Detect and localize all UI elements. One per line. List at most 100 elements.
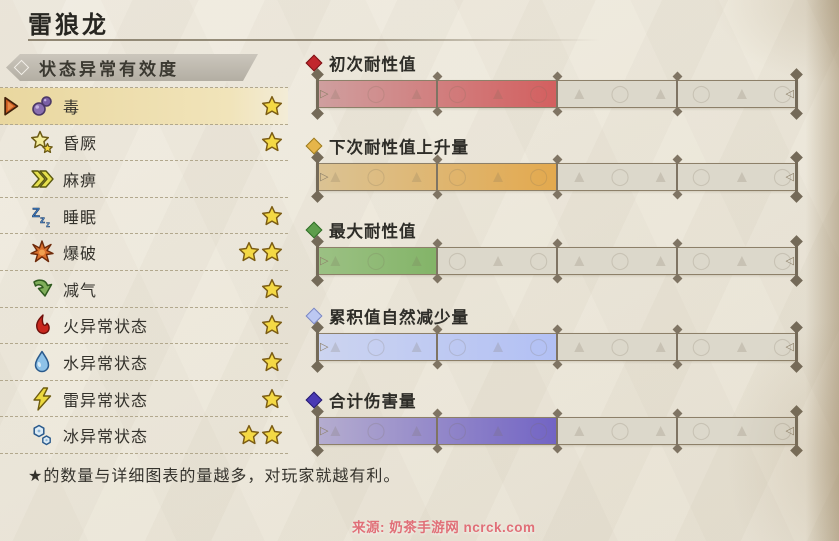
star-rating (261, 278, 283, 300)
selection-cursor-icon (3, 96, 20, 116)
gauge-segment-post (316, 241, 319, 281)
star-icon (261, 242, 283, 262)
status-row[interactable]: 麻痹 (0, 161, 288, 198)
diamond-bullet-icon (305, 307, 323, 325)
left-arrow-marker-icon: ▷ (320, 425, 329, 438)
status-row[interactable]: 减气 (0, 271, 288, 308)
gauge-segment-post (795, 74, 798, 114)
gauge-segment-post (316, 411, 319, 451)
footnote: ★的数量与详细图表的量越多，对玩家就越有利。 (28, 468, 401, 485)
gauge-background-pattern-icon: ▲ ◯ ▲ ◯ ▲ ◯ ▲ ◯ ▲ ◯ ▲ ◯ ▲ ◯ ▲ ◯ ▲ ◯ ▲ ◯ … (327, 167, 797, 186)
gauge-segment-post (436, 243, 438, 279)
status-row[interactable]: 冰异常状态 (0, 417, 288, 454)
svg-text:z: z (40, 215, 45, 226)
star-rating (261, 205, 283, 227)
gauge-segment-post (316, 327, 319, 367)
status-row[interactable]: 雷异常状态 (0, 381, 288, 418)
gauge-fill (317, 248, 437, 274)
star-icon (261, 95, 283, 115)
star-rating (261, 131, 283, 153)
gauge-bar: ▲ ◯ ▲ ◯ ▲ ◯ ▲ ◯ ▲ ◯ ▲ ◯ ▲ ◯ ▲ ◯ ▲ ◯ ▲ ◯ … (316, 327, 798, 367)
star-icon (261, 132, 283, 152)
gauge-background-pattern-icon: ▲ ◯ ▲ ◯ ▲ ◯ ▲ ◯ ▲ ◯ ▲ ◯ ▲ ◯ ▲ ◯ ▲ ◯ ▲ ◯ … (327, 251, 797, 270)
right-arrow-marker-icon: ◁ (785, 255, 794, 268)
status-label: 冰异常状态 (63, 429, 149, 447)
star-rating (238, 241, 283, 263)
status-label: 爆破 (63, 246, 98, 264)
gauge-group: 合计伤害量 ▲ ◯ ▲ ◯ ▲ ◯ ▲ ◯ ▲ ◯ ▲ ◯ ▲ ◯ ▲ ◯ ▲ … (305, 389, 808, 451)
blast-icon (30, 240, 54, 264)
gauge-segment-post (316, 157, 319, 197)
gauge-segment-post (436, 329, 438, 365)
poison-icon (30, 94, 54, 118)
status-effects-header-label: 状态异常有效度 (39, 60, 179, 79)
star-rating (261, 351, 283, 373)
gauge-segment-post (556, 76, 558, 112)
gauge-legend: 初次耐性值 (305, 52, 808, 74)
gauge-segment-post (556, 413, 558, 449)
gauge-segment-post (436, 413, 438, 449)
thunder-icon (30, 386, 54, 411)
right-arrow-marker-icon: ◁ (785, 425, 794, 438)
status-label: 减气 (63, 282, 98, 300)
status-label: 火异常状态 (63, 319, 149, 337)
gauge-legend: 合计伤害量 (305, 389, 808, 411)
status-row[interactable]: 爆破 (0, 234, 288, 271)
page-title: 雷狼龙 (28, 12, 109, 39)
star-rating (238, 424, 283, 446)
status-label: 雷异常状态 (63, 392, 149, 410)
svg-text:Z: Z (32, 205, 40, 220)
diamond-ornament-icon (14, 60, 30, 76)
title-divider (28, 39, 822, 41)
status-label: 昏厥 (63, 136, 98, 154)
gauge-bar: ▲ ◯ ▲ ◯ ▲ ◯ ▲ ◯ ▲ ◯ ▲ ◯ ▲ ◯ ▲ ◯ ▲ ◯ ▲ ◯ … (316, 157, 798, 197)
status-row[interactable]: 水异常状态 (0, 344, 288, 381)
exhaust-icon (30, 277, 54, 301)
paralysis-icon (30, 167, 54, 191)
gauge-label: 初次耐性值 (329, 56, 417, 74)
gauge-segment-post (556, 243, 558, 279)
gauge-legend: 下次耐性值上升量 (305, 135, 808, 157)
status-label: 水异常状态 (63, 355, 149, 373)
gauge-segment-post (676, 413, 678, 449)
fire-icon (30, 313, 54, 337)
gauge-label: 最大耐性值 (329, 223, 417, 241)
gauge-legend: 累积值自然减少量 (305, 305, 808, 327)
gauge-segment-post (436, 76, 438, 112)
status-effects-header: 状态异常有效度 (6, 54, 258, 81)
status-row[interactable]: 昏厥 (0, 125, 288, 162)
status-label: 睡眠 (63, 209, 98, 227)
star-icon (261, 351, 283, 372)
diamond-bullet-icon (305, 391, 323, 409)
star-icon (238, 242, 260, 262)
left-arrow-marker-icon: ▷ (320, 341, 329, 354)
gauge-segment-post (795, 157, 798, 197)
gauge-background-pattern-icon: ▲ ◯ ▲ ◯ ▲ ◯ ▲ ◯ ▲ ◯ ▲ ◯ ▲ ◯ ▲ ◯ ▲ ◯ ▲ ◯ … (327, 84, 797, 103)
gauge-group: 最大耐性值 ▲ ◯ ▲ ◯ ▲ ◯ ▲ ◯ ▲ ◯ ▲ ◯ ▲ ◯ ▲ ◯ ▲ … (305, 219, 808, 281)
gauge-bar: ▲ ◯ ▲ ◯ ▲ ◯ ▲ ◯ ▲ ◯ ▲ ◯ ▲ ◯ ▲ ◯ ▲ ◯ ▲ ◯ … (316, 241, 798, 281)
status-row[interactable]: 毒 (0, 88, 288, 125)
star-icon (261, 388, 283, 408)
gauge-bar: ▲ ◯ ▲ ◯ ▲ ◯ ▲ ◯ ▲ ◯ ▲ ◯ ▲ ◯ ▲ ◯ ▲ ◯ ▲ ◯ … (316, 74, 798, 114)
ice-icon (30, 423, 54, 447)
gauge-background-pattern-icon: ▲ ◯ ▲ ◯ ▲ ◯ ▲ ◯ ▲ ◯ ▲ ◯ ▲ ◯ ▲ ◯ ▲ ◯ ▲ ◯ … (327, 421, 797, 440)
gauge-segment-post (795, 241, 798, 281)
gauge-label: 合计伤害量 (329, 393, 417, 411)
star-icon (261, 315, 283, 335)
gauge-background-pattern-icon: ▲ ◯ ▲ ◯ ▲ ◯ ▲ ◯ ▲ ◯ ▲ ◯ ▲ ◯ ▲ ◯ ▲ ◯ ▲ ◯ … (327, 337, 797, 356)
gauge-segment-post (436, 159, 438, 195)
gauge-bar: ▲ ◯ ▲ ◯ ▲ ◯ ▲ ◯ ▲ ◯ ▲ ◯ ▲ ◯ ▲ ◯ ▲ ◯ ▲ ◯ … (316, 411, 798, 451)
svg-text:z: z (46, 220, 50, 228)
right-arrow-marker-icon: ◁ (785, 88, 794, 101)
gauge-group: 初次耐性值 ▲ ◯ ▲ ◯ ▲ ◯ ▲ ◯ ▲ ◯ ▲ ◯ ▲ ◯ ▲ ◯ ▲ … (305, 52, 808, 114)
star-icon (261, 425, 283, 445)
star-icon (261, 278, 283, 298)
left-arrow-marker-icon: ▷ (320, 88, 329, 101)
star-rating (261, 95, 283, 117)
gauge-legend: 最大耐性值 (305, 219, 808, 241)
right-arrow-marker-icon: ◁ (785, 341, 794, 354)
status-row[interactable]: 火异常状态 (0, 308, 288, 345)
